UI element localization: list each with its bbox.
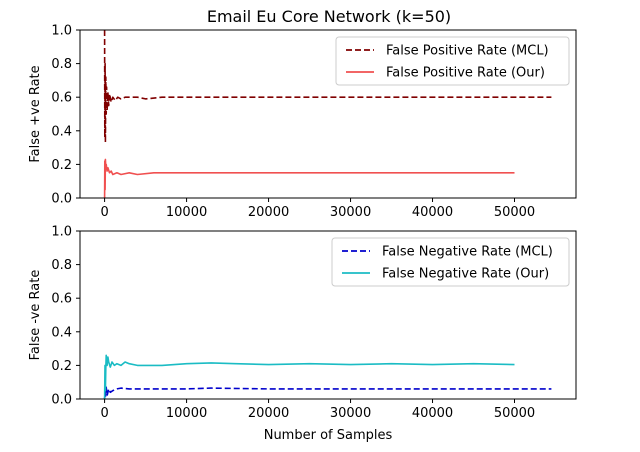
legend-box	[335, 36, 570, 86]
x-axis-label: Number of Samples	[264, 428, 393, 443]
x-tick-label: 50000	[494, 406, 535, 421]
x-tick-label: 30000	[330, 406, 371, 421]
y-tick-label: 1.0	[51, 24, 72, 39]
x-tick-label: 0	[100, 406, 108, 421]
y-tick-label: 0.4	[51, 325, 72, 340]
y-tick-label: 1.0	[51, 225, 72, 240]
y-tick-label: 0.8	[51, 57, 72, 72]
series-line-0-0	[103, 29, 552, 144]
y-tick-label: 0.2	[51, 158, 72, 173]
y-axis-label: False -ve Rate	[28, 270, 43, 361]
axes-frame	[79, 230, 577, 400]
legend: False Positive Rate (MCL) False Positive …	[335, 36, 570, 86]
axes-frame	[79, 29, 577, 199]
x-tick-label: 20000	[248, 205, 289, 220]
y-tick-label: 0.4	[51, 124, 72, 139]
x-tick-label: 40000	[412, 406, 453, 421]
series-line-0-1	[103, 158, 515, 199]
series-line-1-1	[103, 354, 515, 400]
x-tick-label: 0	[100, 205, 108, 220]
y-tick-label: 0.0	[51, 393, 72, 408]
x-tick-label: 30000	[330, 205, 371, 220]
y-tick-label: 0.2	[51, 359, 72, 374]
bottom-panel: 0 10000 20000 30000 40000 50000 0.0 0.2 0.4 0.6 0.…	[28, 225, 577, 443]
x-tick-label: 10000	[166, 205, 207, 220]
chart-title: Email Eu Core Network (k=50)	[207, 7, 451, 26]
legend-label: False Positive Rate (MCL)	[386, 44, 549, 59]
legend-label: False Negative Rate (Our)	[382, 267, 549, 282]
y-tick-label: 0.6	[51, 292, 72, 307]
y-axis-label: False +ve Rate	[28, 65, 43, 162]
legend-label: False Positive Rate (Our)	[386, 66, 545, 81]
x-tick-label: 50000	[494, 205, 535, 220]
y-tick-label: 0.0	[51, 192, 72, 207]
series-line-1-0	[103, 386, 552, 400]
y-tick-label: 0.6	[51, 91, 72, 106]
top-panel: 0 10000 20000 30000 40000 50000 0.0 0.2 0.4 0.6 0.…	[28, 24, 577, 220]
y-tick-label: 0.8	[51, 258, 72, 273]
legend: False Negative Rate (MCL) False Negative …	[331, 237, 570, 287]
x-tick-label: 20000	[248, 406, 289, 421]
x-tick-label: 10000	[166, 406, 207, 421]
legend-box	[331, 237, 570, 287]
x-tick-label: 40000	[412, 205, 453, 220]
legend-label: False Negative Rate (MCL)	[382, 245, 553, 260]
